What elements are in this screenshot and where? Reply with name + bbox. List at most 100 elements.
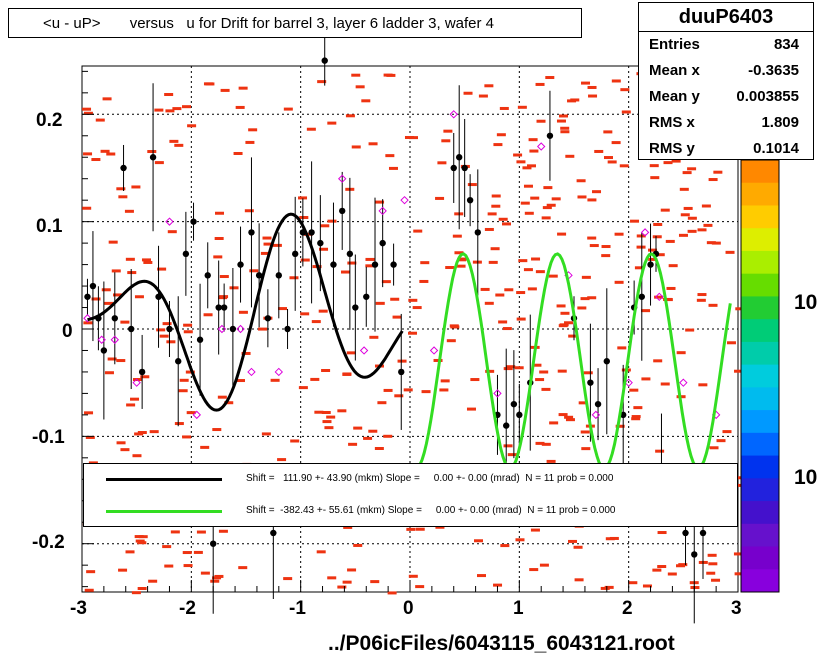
heatmap-cell: [725, 250, 735, 254]
color-palette: [740, 159, 780, 593]
heatmap-cell: [111, 269, 121, 273]
data-point-open: [236, 324, 245, 334]
stats-row-meany: Mean y 0.003855: [639, 84, 813, 110]
stats-value: -0.3635: [748, 62, 799, 79]
heatmap-cell: [283, 107, 293, 111]
data-point-filled: [175, 358, 182, 365]
heatmap-cell: [543, 186, 553, 190]
palette-cell: [741, 523, 779, 548]
heatmap-cell: [734, 369, 744, 373]
heatmap-cell: [88, 461, 98, 465]
data-point-filled: [461, 164, 468, 172]
heatmap-cell: [260, 251, 270, 255]
heatmap-cell: [131, 591, 141, 595]
heatmap-cell: [619, 164, 629, 168]
palette-cell: [741, 546, 779, 570]
heatmap-cell: [149, 430, 159, 434]
heatmap-cell: [91, 158, 101, 162]
heatmap-cell: [298, 386, 308, 390]
heatmap-cell: [499, 106, 509, 110]
heatmap-cell: [318, 309, 328, 313]
data-point-open: [110, 335, 120, 344]
heatmap-cell: [134, 295, 144, 299]
data-point-filled: [149, 154, 157, 161]
heatmap-cell: [157, 267, 167, 271]
heatmap-cell: [154, 108, 164, 112]
data-point-open: [165, 217, 174, 226]
heatmap-cell: [143, 260, 153, 264]
heatmap-cell: [500, 544, 510, 548]
heatmap-cell: [383, 434, 393, 438]
heatmap-cell: [493, 143, 503, 147]
palette-cell: [741, 228, 779, 252]
heatmap-cell: [238, 566, 248, 570]
heatmap-cell: [603, 130, 613, 134]
heatmap-cell: [621, 110, 631, 114]
data-point-filled: [594, 400, 602, 408]
palette-cell: [741, 205, 779, 229]
heatmap-cell: [84, 588, 94, 592]
heatmap-cell: [655, 253, 665, 257]
heatmap-cell: [532, 363, 542, 367]
x-axis-title: ../P06icFiles/6043115_6043121.root: [328, 632, 675, 655]
heatmap-cell: [706, 571, 716, 575]
data-point-open: [247, 367, 256, 377]
heatmap-cell: [178, 389, 188, 393]
data-point-filled: [215, 304, 222, 311]
heatmap-cell: [419, 279, 429, 283]
heatmap-cell: [588, 94, 598, 98]
heatmap-cell: [536, 119, 546, 123]
heatmap-cell: [368, 429, 378, 433]
heatmap-cell: [502, 327, 512, 331]
heatmap-cell: [634, 266, 644, 270]
heatmap-cell: [337, 409, 347, 413]
stats-value: 1.809: [761, 114, 799, 131]
data-point-filled: [100, 347, 108, 354]
heatmap-cell: [101, 288, 111, 292]
data-point-filled: [647, 261, 654, 268]
heatmap-cell: [467, 183, 477, 187]
heatmap-cell: [86, 570, 96, 574]
heatmap-cell: [299, 216, 309, 220]
heatmap-cell: [733, 483, 743, 487]
heatmap-cell: [408, 298, 418, 302]
data-point-open: [493, 389, 502, 398]
heatmap-cell: [130, 397, 140, 401]
y-tick-label: 0.1: [36, 216, 63, 237]
heatmap-cell: [298, 196, 308, 200]
heatmap-cell: [319, 247, 329, 251]
heatmap-cell: [437, 161, 447, 165]
heatmap-cell: [317, 80, 327, 84]
heatmap-cell: [653, 359, 663, 363]
heatmap-cell: [600, 586, 610, 590]
stats-key: RMS y: [649, 140, 695, 157]
x-tick-label: -1: [289, 598, 306, 619]
heatmap-cell: [629, 388, 639, 392]
palette-cell: [741, 387, 779, 411]
heatmap-cell: [179, 378, 189, 382]
heatmap-cell: [229, 286, 239, 290]
heatmap-cell: [539, 370, 549, 374]
data-point-filled: [390, 261, 397, 268]
heatmap-cell: [95, 118, 105, 122]
heatmap-cell: [262, 236, 272, 240]
heatmap-cell: [678, 233, 688, 237]
heatmap-cell: [698, 383, 708, 387]
heatmap-cell: [594, 149, 604, 153]
heatmap-cell: [311, 320, 321, 324]
heatmap-cell: [734, 572, 744, 576]
heatmap-cell: [549, 421, 559, 425]
heatmap-cell: [100, 149, 110, 153]
heatmap-cell: [106, 152, 116, 156]
palette-cell: [741, 455, 779, 479]
heatmap-cell: [648, 257, 658, 261]
heatmap-cell: [238, 86, 248, 90]
heatmap-cell: [541, 387, 551, 391]
heatmap-cell: [697, 293, 707, 297]
heatmap-cell: [351, 73, 361, 77]
palette-cell: [741, 432, 779, 457]
heatmap-cell: [361, 99, 371, 103]
z-tick-label: 10: [794, 466, 818, 489]
heatmap-cell: [526, 164, 536, 168]
heatmap-cell: [381, 280, 391, 284]
